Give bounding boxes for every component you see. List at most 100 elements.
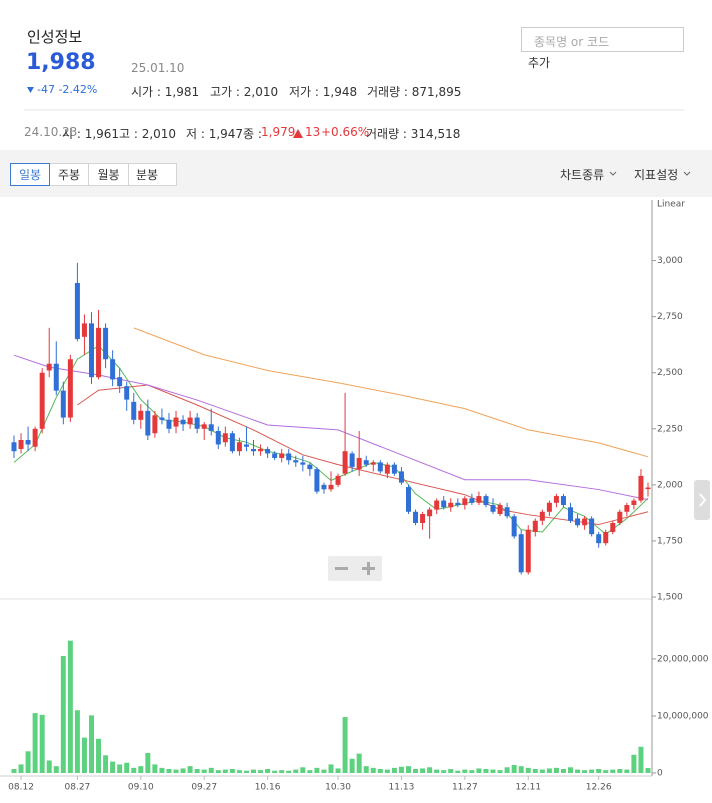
candle-body bbox=[110, 359, 116, 380]
y-tick-label: 1,500 bbox=[657, 593, 683, 603]
stock-date: 25.01.10 bbox=[131, 61, 185, 75]
candle-body bbox=[490, 505, 496, 512]
add-button[interactable]: 추가 bbox=[528, 56, 551, 70]
side-handle[interactable] bbox=[694, 480, 710, 520]
volume-bar bbox=[645, 768, 651, 773]
candle-body bbox=[539, 511, 545, 521]
volume-bar bbox=[575, 769, 581, 773]
candle-body bbox=[314, 469, 320, 492]
volume-bar bbox=[398, 766, 404, 773]
hover-change-pct: +0.66% bbox=[321, 125, 370, 139]
candle-body bbox=[166, 419, 172, 429]
volume-bar bbox=[243, 770, 249, 773]
candle-body bbox=[483, 496, 489, 506]
tab-daily[interactable]: 일봉 bbox=[10, 163, 50, 186]
candle-body bbox=[356, 457, 362, 470]
candle-body bbox=[11, 442, 17, 452]
chart-type-menu[interactable]: 차트종류 bbox=[560, 168, 605, 182]
candle-body bbox=[286, 453, 292, 461]
candle-body bbox=[363, 460, 369, 465]
tab-weekly[interactable]: 주봉 bbox=[49, 163, 89, 186]
candle-body bbox=[124, 386, 130, 400]
candle-body bbox=[532, 520, 538, 532]
moving-average bbox=[13, 345, 649, 535]
candle-body bbox=[32, 428, 38, 447]
volume-bar bbox=[279, 770, 285, 773]
volume-bar bbox=[363, 766, 369, 773]
candle-body bbox=[582, 518, 588, 526]
volume-bar bbox=[46, 760, 52, 773]
candle-body bbox=[525, 529, 531, 573]
indicator-menu[interactable]: 지표설정 bbox=[634, 168, 679, 182]
volume-bar bbox=[307, 770, 313, 773]
hover-stat: 고 : 2,010 bbox=[119, 127, 177, 141]
volume-bar bbox=[638, 746, 644, 773]
candle-body bbox=[497, 505, 503, 515]
chevron bbox=[609, 171, 617, 176]
stat: 저가 : 1,948 bbox=[289, 85, 358, 99]
candle-body bbox=[88, 323, 94, 378]
volume-bar bbox=[18, 764, 24, 773]
volume-bar bbox=[582, 770, 588, 773]
candle-body bbox=[145, 410, 151, 436]
tab-minute[interactable]: 분봉 bbox=[128, 163, 177, 186]
volume-bar bbox=[74, 710, 80, 773]
candle-body bbox=[624, 505, 630, 512]
volume-bar bbox=[103, 755, 109, 773]
volume-bar bbox=[589, 769, 595, 773]
volume-bar bbox=[603, 770, 609, 773]
x-tick-label: 10.16 bbox=[255, 783, 281, 793]
volume-bar bbox=[511, 765, 517, 773]
volume-bar bbox=[201, 769, 207, 773]
x-tick-label: 09.27 bbox=[191, 783, 217, 793]
candle-body bbox=[251, 448, 257, 452]
volume-bar bbox=[462, 769, 468, 773]
candle-body bbox=[229, 433, 235, 452]
volume-bar bbox=[293, 769, 299, 773]
chevron[interactable] bbox=[699, 493, 707, 507]
candle-body bbox=[560, 496, 566, 506]
y-tick-label: 3,000 bbox=[657, 256, 683, 266]
volume-bar bbox=[377, 769, 383, 773]
candle-body bbox=[370, 462, 376, 465]
stat: 고가 : 2,010 bbox=[210, 85, 279, 99]
zoom-control[interactable] bbox=[328, 556, 382, 581]
candle-body bbox=[258, 448, 264, 452]
candle-body bbox=[81, 323, 87, 337]
y-tick-label: 2,000 bbox=[657, 480, 683, 490]
candle-body bbox=[187, 417, 193, 425]
volume-bar bbox=[525, 767, 531, 773]
candle-body bbox=[300, 462, 306, 465]
search-box[interactable]: 종목명 or 코드 bbox=[521, 27, 684, 52]
hover-date: 24.10.23 bbox=[24, 125, 78, 139]
tab-monthly[interactable]: 월봉 bbox=[88, 163, 129, 186]
candle-body bbox=[413, 511, 419, 523]
volume-bar bbox=[497, 770, 503, 773]
y-tick-label: 2,500 bbox=[657, 368, 683, 378]
volume-bar bbox=[448, 769, 454, 773]
candle-body bbox=[180, 419, 186, 425]
volume-bar bbox=[490, 769, 496, 773]
volume-bar bbox=[208, 767, 214, 773]
volume-bar bbox=[25, 751, 31, 773]
volume-bar bbox=[384, 769, 390, 773]
volume-bar bbox=[131, 767, 137, 773]
volume-bar bbox=[286, 770, 292, 773]
side-handle-bg[interactable] bbox=[694, 480, 710, 520]
volume-bar bbox=[251, 769, 257, 773]
candle-body bbox=[434, 500, 440, 510]
candle-body bbox=[405, 487, 411, 512]
y-tick-label: 2,250 bbox=[657, 424, 683, 434]
candle-body bbox=[391, 464, 397, 474]
candle-body bbox=[194, 417, 200, 429]
candle-body bbox=[46, 363, 52, 371]
hover-close-label: 종 : bbox=[243, 127, 262, 141]
volume-bar bbox=[420, 768, 426, 773]
volume-bar bbox=[173, 769, 179, 773]
stat: 거래량 : 871,895 bbox=[367, 85, 462, 99]
candle-body bbox=[201, 424, 207, 429]
candle-body bbox=[215, 431, 221, 445]
volume-bar bbox=[469, 770, 475, 773]
volume-bar bbox=[236, 770, 242, 773]
candle-body bbox=[546, 502, 552, 512]
